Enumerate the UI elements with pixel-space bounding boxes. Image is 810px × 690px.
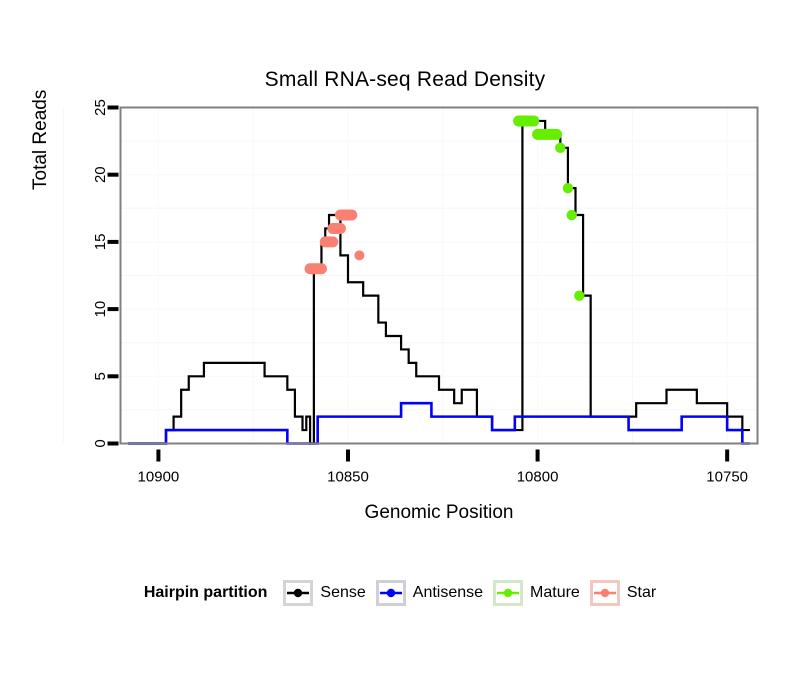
series-line-sense bbox=[128, 119, 750, 445]
chart-title: Small RNA-seq Read Density bbox=[264, 68, 546, 91]
y-tick-label: 25 bbox=[92, 99, 109, 116]
y-tick-label: 5 bbox=[92, 372, 109, 380]
line-point-icon bbox=[379, 588, 402, 598]
legend-key-box bbox=[589, 580, 620, 606]
mature-point bbox=[566, 209, 577, 221]
legend-key-box bbox=[375, 580, 406, 606]
legend-key-box bbox=[283, 580, 314, 606]
legend-entry-star[interactable]: Star bbox=[589, 580, 657, 606]
mature-point bbox=[555, 142, 566, 154]
line-point-icon bbox=[593, 588, 616, 598]
x-tick-label: 10800 bbox=[517, 469, 559, 486]
y-tick-label: 15 bbox=[92, 234, 109, 251]
mature-point bbox=[562, 182, 574, 194]
line-point-icon bbox=[497, 588, 520, 598]
x-tick-label: 10900 bbox=[138, 469, 180, 486]
axis-tick-labels: 0 5 10 15 20 25 10900 10850 10800 10750 bbox=[92, 99, 748, 485]
grid-lines bbox=[63, 106, 758, 445]
legend-entries: Sense Antisense Mature Star bbox=[283, 580, 666, 606]
legend-label: Mature bbox=[530, 584, 580, 601]
x-tick-label: 10850 bbox=[327, 469, 369, 486]
axis-ticks bbox=[107, 105, 730, 462]
y-tick-label: 10 bbox=[92, 301, 109, 318]
x-tick-label: 10750 bbox=[706, 469, 748, 486]
legend-label: Antisense bbox=[412, 584, 484, 601]
star-point bbox=[354, 250, 365, 261]
data-series bbox=[128, 115, 750, 445]
line-point-icon bbox=[287, 588, 310, 598]
legend-key-box bbox=[493, 580, 524, 606]
series-line-antisense bbox=[128, 401, 750, 445]
legend-title: Hairpin partition bbox=[143, 584, 268, 601]
y-tick-label: 0 bbox=[92, 439, 109, 447]
legend-entry-mature[interactable]: Mature bbox=[493, 580, 580, 606]
legend: Hairpin partition Sense Antisense Mature St… bbox=[0, 580, 810, 606]
legend-entry-antisense[interactable]: Antisense bbox=[375, 580, 484, 606]
plot-area: 0 5 10 15 20 25 10900 10850 10800 10750 bbox=[63, 99, 759, 486]
legend-label: Sense bbox=[320, 584, 366, 601]
mature-point bbox=[574, 290, 585, 301]
legend-label: Star bbox=[626, 584, 657, 601]
x-axis-label: Genomic Position bbox=[364, 502, 514, 523]
y-tick-label: 20 bbox=[92, 166, 109, 183]
legend-entry-sense[interactable]: Sense bbox=[283, 580, 366, 606]
plot-frame bbox=[119, 106, 759, 445]
